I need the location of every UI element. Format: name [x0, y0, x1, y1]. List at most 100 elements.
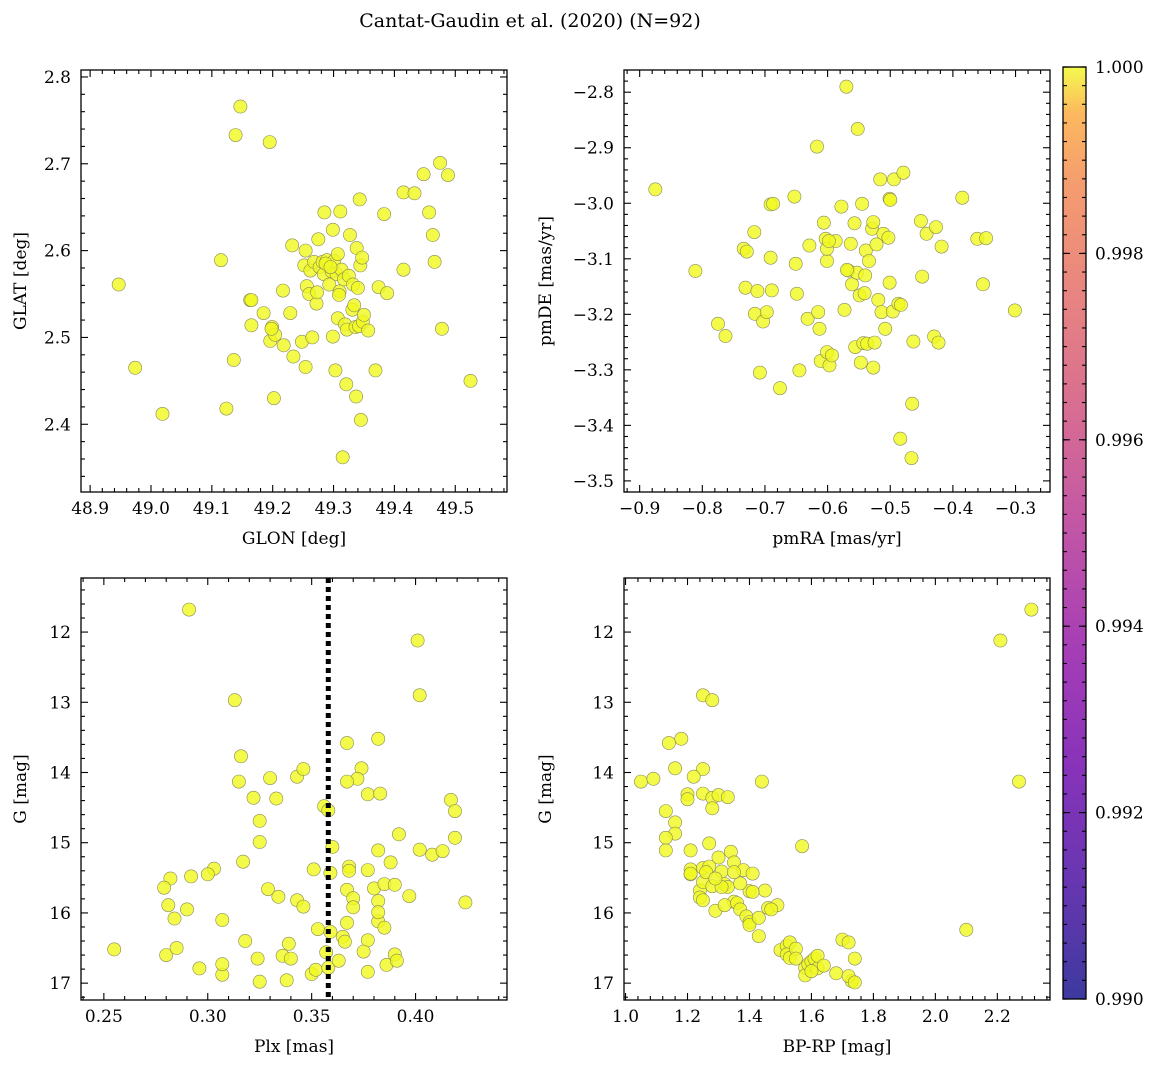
data-point	[215, 913, 230, 927]
data-point	[887, 172, 901, 187]
data-point	[233, 99, 248, 114]
data-point	[739, 244, 754, 259]
data-point	[915, 269, 930, 284]
y-tick-label: 15	[592, 834, 614, 854]
y-tick-label: −3.3	[573, 361, 614, 381]
y-tick-label: 17	[592, 974, 614, 994]
data-point	[264, 321, 279, 336]
panel-2: −0.9 −0.8 −0.7 −0.6 −0.5 −0.4 −0.3 −3.5 −3.4 −3.3…	[536, 69, 1051, 549]
axis-ticks	[81, 70, 507, 492]
x-axis-label: GLON [deg]	[242, 529, 346, 549]
data-point	[683, 866, 698, 881]
data-point	[753, 365, 767, 380]
data-point	[680, 792, 695, 807]
data-point	[271, 889, 286, 904]
data-point	[894, 297, 908, 312]
data-point	[276, 283, 290, 298]
data-point	[790, 286, 804, 301]
data-point	[360, 863, 375, 877]
data-point	[662, 736, 676, 750]
data-point	[658, 804, 673, 818]
data-point	[184, 869, 198, 884]
data-point	[847, 216, 862, 231]
axis-ticks	[81, 578, 507, 1000]
data-point	[906, 334, 921, 349]
data-point	[658, 830, 673, 845]
data-point	[934, 239, 949, 254]
data-point	[228, 128, 243, 142]
data-point	[686, 769, 701, 784]
axes-frame	[80, 577, 508, 1001]
data-point	[155, 406, 170, 421]
data-point	[340, 915, 354, 930]
data-point	[360, 787, 375, 802]
data-point	[764, 283, 779, 298]
y-tick-label: 14	[592, 763, 614, 783]
y-tick-label: 14	[49, 763, 71, 783]
x-axis-label: pmRA [mas/yr]	[772, 529, 901, 549]
data-point	[696, 893, 710, 908]
data-point	[246, 790, 261, 805]
data-point	[180, 902, 194, 917]
y-axis-label: G [mag]	[11, 754, 31, 823]
scatter-points	[111, 99, 478, 465]
data-point	[161, 898, 176, 913]
data-point	[931, 335, 946, 350]
data-point	[857, 286, 872, 301]
data-point	[361, 323, 376, 338]
x-tick-label: 0.30	[189, 1007, 227, 1027]
x-tick-label: 2.2	[984, 1007, 1011, 1027]
data-point	[847, 975, 862, 990]
data-point	[262, 135, 277, 149]
data-point	[349, 389, 363, 404]
data-point	[905, 396, 920, 411]
data-point	[787, 189, 802, 204]
data-point	[708, 871, 723, 886]
x-tick-label: −0.6	[807, 499, 848, 519]
data-point	[674, 731, 689, 746]
data-point	[328, 363, 343, 378]
data-point	[448, 830, 462, 845]
data-point	[896, 165, 911, 180]
colorbar: 1.000 0.998 0.996 0.994 0.992 0.990	[1062, 58, 1144, 1010]
data-point	[810, 139, 824, 154]
y-tick-label: 2.8	[44, 68, 71, 88]
data-point	[231, 774, 246, 789]
data-point	[812, 321, 827, 336]
data-point	[742, 918, 757, 932]
data-point	[763, 250, 778, 265]
data-point	[402, 889, 417, 903]
data-point	[244, 293, 259, 307]
data-point	[352, 192, 367, 207]
axis-ticks	[624, 70, 1050, 493]
data-point	[764, 902, 779, 917]
x-tick-label: −0.7	[744, 499, 785, 519]
y-tick-label: 2.4	[44, 415, 71, 435]
data-point	[283, 951, 298, 966]
data-point	[866, 215, 881, 229]
data-point	[792, 363, 807, 378]
data-point	[310, 285, 324, 300]
y-axis-label: pmDE [mas/yr]	[536, 216, 556, 346]
data-point	[802, 238, 817, 253]
data-point	[816, 215, 831, 230]
data-point	[866, 360, 881, 375]
data-point	[111, 277, 126, 292]
data-point	[323, 260, 338, 274]
data-point	[858, 268, 873, 283]
data-point	[871, 292, 886, 307]
data-point	[463, 373, 478, 388]
data-point	[219, 401, 234, 416]
data-point	[252, 974, 267, 989]
panel-3: 0.25 0.30 0.35 0.40 12 13 14 15 16 17 Plx [mas] G […	[11, 577, 508, 1057]
data-point	[1008, 303, 1022, 318]
x-tick-label: 49.1	[193, 499, 231, 519]
data-point	[325, 329, 340, 344]
data-point	[955, 190, 970, 205]
y-tick-label: −3.5	[573, 472, 614, 492]
data-point	[789, 951, 803, 966]
data-point	[840, 262, 854, 277]
data-point	[755, 774, 769, 789]
y-tick-label: −2.8	[573, 83, 614, 103]
data-point	[668, 761, 682, 776]
